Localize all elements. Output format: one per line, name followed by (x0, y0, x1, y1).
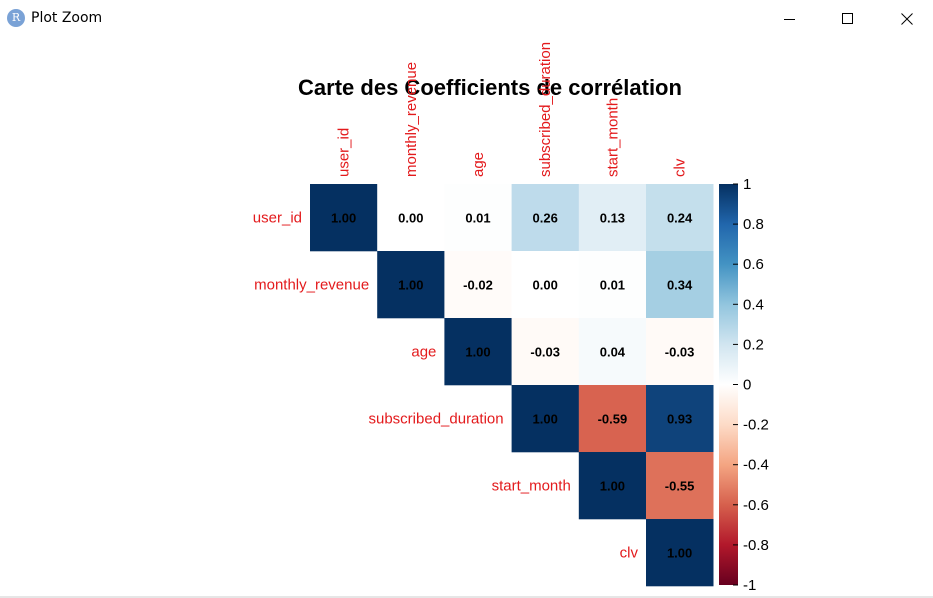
heatmap-cell (444, 184, 512, 252)
colorbar-tick-label: 0.4 (743, 296, 764, 313)
cell-value-label: -0.59 (598, 412, 628, 427)
heatmap-cell (646, 184, 714, 252)
close-button[interactable] (884, 0, 930, 37)
column-label: age (470, 152, 487, 177)
heatmap-cell (511, 385, 580, 453)
close-icon (901, 12, 913, 25)
colorbar-tick-label: -0.2 (743, 417, 769, 434)
cell-value-label: 1.00 (533, 412, 558, 427)
row-label: clv (620, 545, 639, 562)
chart-title: Carte des Coefficients de corrélation (298, 75, 682, 100)
row-label: user_id (253, 210, 302, 227)
colorbar-tick-label: 0.2 (743, 336, 764, 353)
colorbar-tick-label: -0.4 (743, 457, 769, 474)
row-label: start_month (492, 478, 571, 495)
heatmap-cell (377, 251, 445, 319)
colorbar-tick-label: 0 (743, 377, 751, 394)
heatmap-cell (444, 318, 512, 386)
heatmap-cell (646, 385, 714, 453)
minimize-icon (784, 18, 795, 20)
heatmap-cell (578, 385, 647, 453)
maximize-icon (842, 12, 853, 24)
heatmap-cell (646, 452, 714, 520)
cell-value-label: 1.00 (667, 546, 692, 561)
row-label: monthly_revenue (254, 277, 369, 294)
heatmap-cell (646, 251, 714, 319)
cell-value-label: 0.93 (667, 412, 692, 427)
window-title: Plot Zoom (31, 10, 103, 26)
cell-value-label: -0.55 (665, 479, 695, 494)
column-label: start_month (604, 98, 621, 177)
heatmap-cell (578, 184, 647, 252)
cell-value-label: 1.00 (600, 479, 625, 494)
cell-value-label: 0.34 (667, 278, 693, 293)
cell-value-label: 1.00 (465, 345, 490, 360)
cell-value-label: 0.24 (667, 211, 693, 226)
column-label: user_id (336, 128, 353, 177)
heatmap-cell (646, 519, 714, 587)
heatmap-cell (646, 318, 714, 386)
cell-value-label: 1.00 (398, 278, 423, 293)
row-label: subscribed_duration (369, 411, 504, 428)
cell-value-label: 0.13 (600, 211, 625, 226)
heatmap-cell (377, 184, 445, 252)
r-app-icon: R (7, 9, 25, 27)
colorbar-tick-label: -0.8 (743, 537, 769, 554)
column-label: subscribed_duration (537, 42, 554, 177)
cell-value-label: -0.02 (463, 278, 493, 293)
cell-value-label: -0.03 (665, 345, 695, 360)
heatmap-cell (578, 251, 647, 319)
cell-value-label: 0.01 (465, 211, 490, 226)
cell-value-label: 0.01 (600, 278, 625, 293)
heatmap-cell (578, 452, 647, 520)
window-bottom-border (0, 596, 933, 598)
colorbar-tick-label: 0.8 (743, 216, 764, 233)
cell-value-label: 1.00 (331, 211, 356, 226)
minimize-button[interactable] (767, 0, 813, 37)
heatmap-cell (444, 251, 512, 319)
heatmap-cell (511, 251, 580, 319)
cell-value-label: 0.00 (398, 211, 423, 226)
column-label: monthly_revenue (403, 62, 420, 177)
heatmap-cell (511, 318, 580, 386)
colorbar-tick-label: 0.6 (743, 256, 764, 273)
colorbar-tick-label: 1 (743, 176, 751, 193)
heatmap-cell (310, 184, 378, 252)
title-bar: R Plot Zoom (0, 0, 933, 37)
cell-value-label: 0.00 (533, 278, 558, 293)
colorbar-tick-label: -1 (743, 577, 756, 594)
cell-value-label: -0.03 (530, 345, 560, 360)
heatmap-cell (578, 318, 647, 386)
cell-value-label: 0.04 (600, 345, 626, 360)
row-label: age (411, 344, 436, 361)
cell-value-label: 0.26 (533, 211, 558, 226)
colorbar-tick-label: -0.6 (743, 497, 769, 514)
maximize-button[interactable] (825, 0, 871, 37)
heatmap-cell (511, 184, 580, 252)
colorbar (719, 184, 738, 585)
column-label: clv (672, 158, 689, 177)
